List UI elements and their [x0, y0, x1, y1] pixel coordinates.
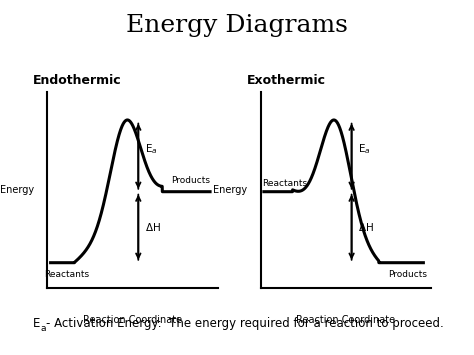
Text: Energy Diagrams: Energy Diagrams	[126, 14, 348, 37]
Text: Reactants: Reactants	[44, 270, 89, 279]
Text: a: a	[40, 324, 46, 333]
Text: E$_a$: E$_a$	[145, 142, 157, 156]
Text: Exothermic: Exothermic	[246, 74, 326, 87]
Text: Energy: Energy	[0, 185, 34, 195]
Text: Products: Products	[388, 270, 427, 279]
Text: Products: Products	[172, 176, 210, 185]
Text: Reactants: Reactants	[262, 179, 307, 188]
Text: Endothermic: Endothermic	[33, 74, 122, 87]
Text: Reaction Coordinate: Reaction Coordinate	[296, 315, 396, 325]
Text: $\Delta$H: $\Delta$H	[358, 221, 374, 233]
Text: $\Delta$H: $\Delta$H	[145, 221, 161, 233]
Text: E: E	[33, 317, 41, 330]
Text: E$_a$: E$_a$	[358, 142, 371, 156]
Text: Energy: Energy	[213, 185, 247, 195]
Text: Reaction Coordinate: Reaction Coordinate	[83, 315, 182, 325]
Text: - Activation Energy:  The energy required for a reaction to proceed.: - Activation Energy: The energy required…	[46, 317, 444, 330]
